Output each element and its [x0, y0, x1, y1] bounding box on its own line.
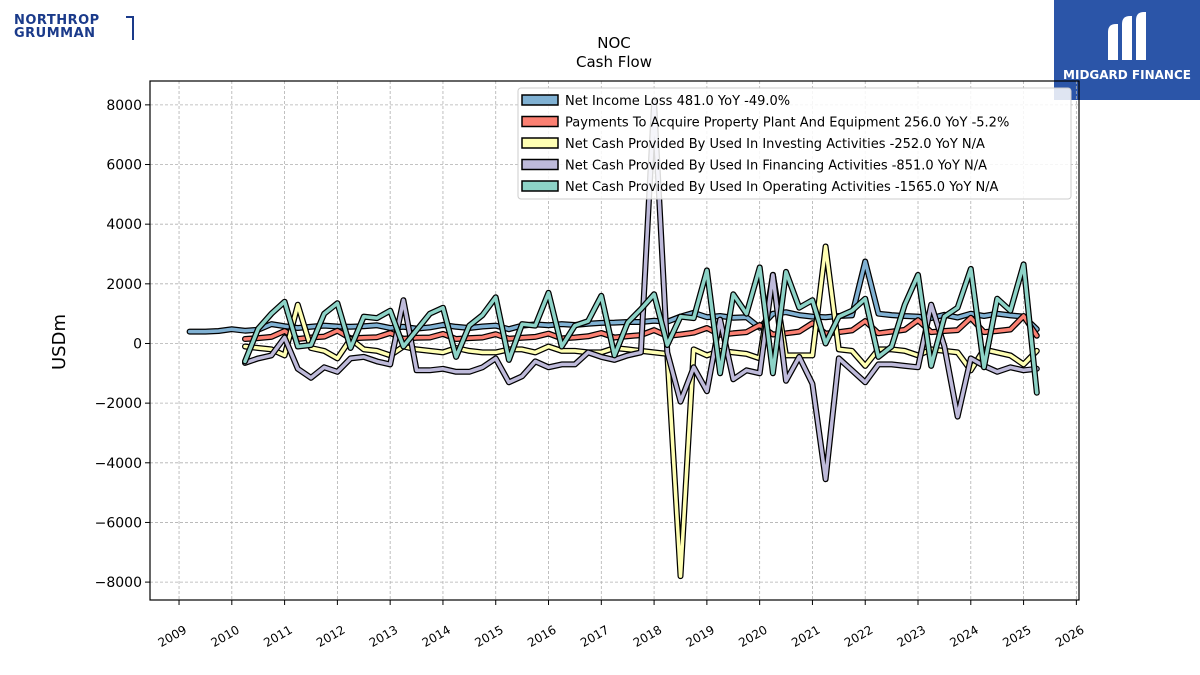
y-tick-label: −4000 [95, 456, 142, 472]
northrop-grumman-logo: NORTHROP GRUMMAN [14, 14, 134, 42]
legend-box [517, 87, 1072, 200]
y-tick-label: 0 [133, 336, 142, 352]
y-tick-label: −2000 [95, 396, 142, 412]
x-tick-label: 2020 [736, 623, 769, 650]
legend-entry: Payments To Acquire Property Plant And E… [565, 116, 1009, 131]
chart-title: NOC [597, 34, 631, 52]
logo-left-line2: GRUMMAN [14, 26, 96, 41]
x-tick-label: 2010 [208, 623, 241, 650]
x-tick-label: 2014 [420, 623, 453, 650]
x-axis: 2009 2010 2011 2012 2013 2014 2015 2016 2017 2018… [156, 600, 1086, 650]
y-tick-label: 8000 [106, 98, 142, 114]
logo-right-text: MIDGARD FINANCE [1063, 68, 1191, 82]
series-layer [186, 98, 1040, 580]
x-tick-label: 2019 [684, 623, 717, 650]
x-tick-label: 2021 [789, 623, 822, 650]
legend: Net Income Loss 481.0 YoY -49.0% Payments… [517, 87, 1072, 200]
x-tick-label: 2023 [895, 623, 928, 650]
x-tick-label: 2018 [631, 623, 664, 650]
y-axis-label: USDm [49, 314, 70, 370]
series-line-4 [243, 262, 1039, 395]
legend-swatch [521, 137, 559, 149]
y-tick-label: 4000 [106, 217, 142, 233]
logo-left-line1: NORTHROP [14, 13, 100, 28]
legend-swatch [521, 180, 559, 192]
y-tick-label: 6000 [106, 158, 142, 174]
series-line-3 [243, 100, 1039, 481]
x-tick-label: 2026 [1053, 623, 1086, 650]
legend-entry: Net Cash Provided By Used In Financing A… [565, 159, 987, 174]
chart-subtitle: Cash Flow [576, 53, 652, 71]
legend-entry: Net Cash Provided By Used In Operating A… [565, 180, 999, 195]
x-tick-label: 2009 [156, 623, 189, 650]
y-axis: −8000 −6000 −4000 −2000 0 2000 4000 6000 8000 [95, 98, 150, 591]
legend-entry: Net Income Loss 481.0 YoY -49.0% [565, 94, 790, 109]
x-tick-label: 2016 [525, 623, 558, 650]
x-tick-label: 2024 [947, 623, 980, 650]
legend-swatch [521, 115, 559, 128]
plot-frame [149, 80, 1080, 601]
x-tick-label: 2015 [472, 623, 505, 650]
legend-swatch [521, 158, 559, 171]
midgard-finance-logo: MIDGARD FINANCE [1054, 0, 1200, 100]
midgard-mark-icon [1108, 12, 1146, 60]
logo-bracket-icon [126, 16, 134, 40]
y-tick-label: −8000 [95, 575, 142, 591]
x-tick-label: 2022 [842, 623, 875, 650]
legend-swatch [521, 94, 559, 106]
legend-entry: Net Cash Provided By Used In Investing A… [565, 137, 985, 152]
x-tick-label: 2025 [1000, 623, 1033, 650]
x-tick-label: 2012 [314, 623, 347, 650]
series-line-0 [187, 259, 1039, 334]
x-tick-label: 2011 [261, 623, 294, 650]
x-tick-label: 2017 [578, 623, 611, 650]
y-tick-label: 2000 [106, 277, 142, 293]
x-tick-label: 2013 [367, 623, 400, 650]
y-tick-label: −6000 [95, 515, 142, 531]
